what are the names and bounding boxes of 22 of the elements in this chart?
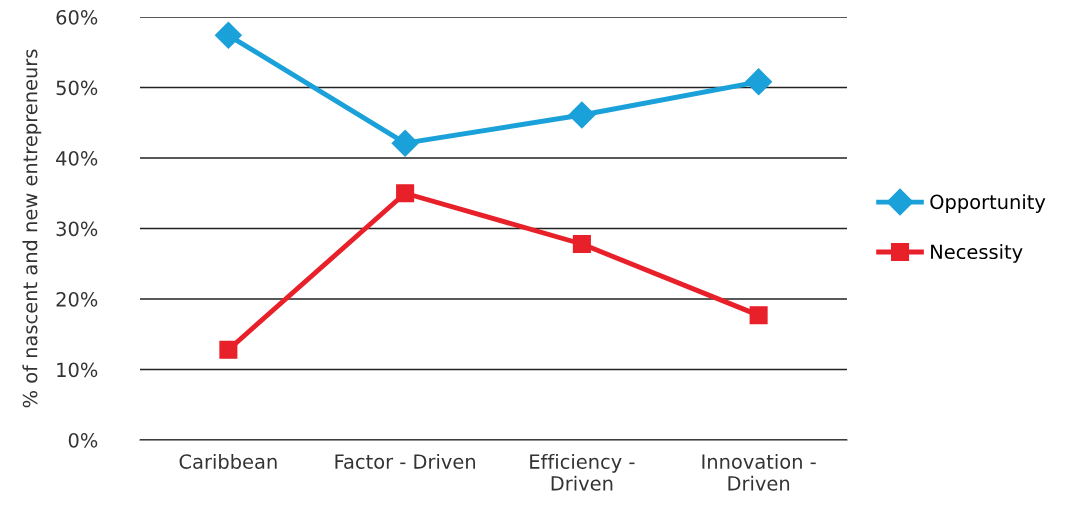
point [214,21,242,49]
point [219,340,238,359]
y-tick-label: 50% [56,80,98,96]
point [568,101,596,129]
y-tick-label: 30% [56,221,98,237]
y-tick-label: 40% [56,150,98,166]
x-tick-label: Caribbean [179,453,277,469]
y-tick-label: 60% [56,9,98,25]
point [745,68,773,96]
legend-label: Necessity [931,244,1023,263]
legend-label: Opportunity [930,194,1046,213]
y-tick-label: 0% [68,432,98,448]
x-tick-label: Efficiency - Driven [530,453,635,491]
x-tick-label: Innovation - Driven [702,453,816,491]
point [391,129,419,157]
point [396,184,415,203]
point [749,306,768,325]
point [572,234,591,254]
y-tick-label: 20% [56,291,98,307]
y-axis-title: % of nascent and new entrepreneurs [22,49,42,408]
x-tick-label: Factor - Driven [335,453,476,469]
y-tick-label: 10% [57,362,98,378]
